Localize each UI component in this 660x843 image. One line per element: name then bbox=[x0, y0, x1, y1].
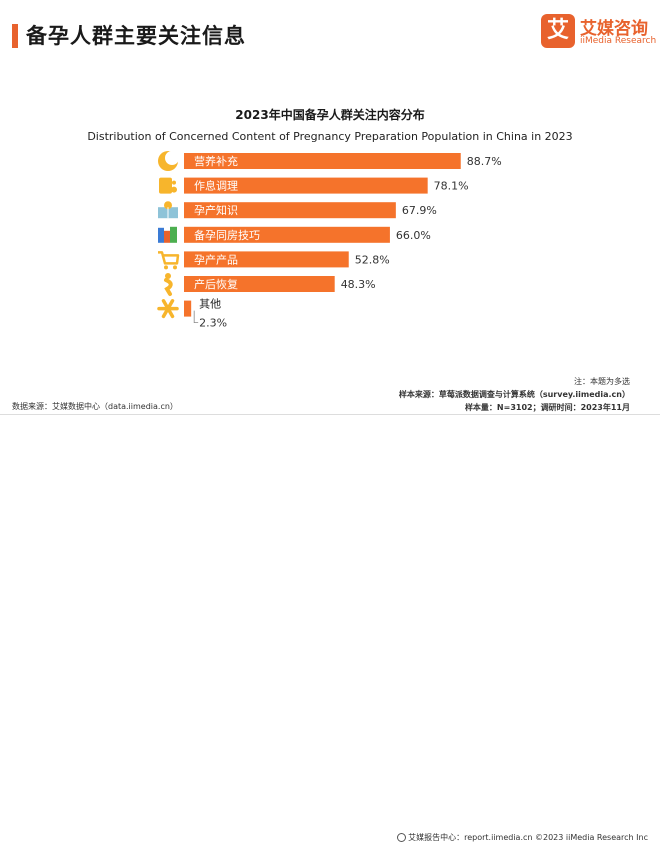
value-label: 67.9% bbox=[402, 204, 437, 217]
title-accent-bar bbox=[12, 24, 18, 48]
moon-food-icon bbox=[158, 151, 179, 171]
survey-note: 注：本题为多选 bbox=[574, 377, 630, 386]
value-label: 52.8% bbox=[355, 253, 390, 266]
report-center-icon bbox=[397, 833, 407, 842]
asterisk-icon bbox=[157, 299, 179, 319]
category-label: 其他 bbox=[199, 298, 221, 311]
footer: 艾媒报告中心：report.iimedia.cn ©2023 iiMedia R… bbox=[0, 415, 660, 842]
category-label: 作息调理 bbox=[194, 179, 238, 193]
category-label: 营养补充 bbox=[194, 154, 238, 168]
book-knowledge-icon bbox=[158, 201, 178, 219]
logo-name-en: iiMedia Research bbox=[580, 36, 657, 46]
footer-text-wrap: 艾媒报告中心：report.iimedia.cn ©2023 iiMedia R… bbox=[397, 832, 648, 843]
chart-subtitle: Distribution of Concerned Content of Pre… bbox=[87, 130, 573, 143]
logo[interactable]: 艾 艾媒咨询 iiMedia Research bbox=[541, 12, 657, 56]
footer-text: 艾媒报告中心：report.iimedia.cn ©2023 iiMedia R… bbox=[408, 833, 648, 842]
category-label: 产后恢复 bbox=[194, 277, 238, 291]
bar-2 bbox=[184, 177, 428, 194]
value-label: 78.1% bbox=[434, 180, 469, 193]
books-icon bbox=[158, 226, 177, 243]
bar-3 bbox=[184, 202, 396, 219]
label-connector bbox=[193, 310, 199, 323]
category-label: 孕产产品 bbox=[194, 252, 238, 266]
sample-source: 样本来源：草莓派数据调查与计算系统（survey.iimedia.cn） bbox=[398, 390, 630, 399]
value-label: 48.3% bbox=[341, 278, 376, 291]
logo-mark-icon: 艾 bbox=[541, 14, 575, 48]
category-label: 孕产知识 bbox=[194, 203, 238, 217]
value-label: 66.0% bbox=[396, 229, 431, 242]
logo-name-cn: 艾媒咨询 bbox=[580, 19, 648, 39]
value-label: 88.7% bbox=[467, 155, 502, 168]
chart-title: 2023年中国备孕人群关注内容分布 bbox=[235, 108, 425, 122]
bar-4 bbox=[184, 226, 390, 243]
category-label: 备孕同房技巧 bbox=[194, 228, 260, 242]
bar-7 bbox=[184, 300, 192, 317]
bar-6 bbox=[184, 276, 335, 292]
sample-size: 样本量：N=3102；调研时间：2023年11月 bbox=[464, 403, 630, 412]
bar-5 bbox=[184, 251, 349, 268]
bar-1 bbox=[184, 153, 461, 169]
data-source: 数据来源：艾媒数据中心（data.iimedia.cn） bbox=[12, 402, 178, 411]
bar-chart: 营养补充 88.7% 作息调理 78.1% 孕产知识 67.9% 备孕同房技巧 66.0% 孕产… bbox=[157, 151, 502, 330]
recovery-figure-icon bbox=[164, 273, 173, 296]
footer-divider bbox=[0, 414, 660, 415]
value-label: 2.3% bbox=[199, 317, 227, 330]
page-title: 备孕人群主要关注信息 bbox=[26, 24, 246, 48]
shopping-cart-icon bbox=[158, 251, 180, 270]
clock-schedule-icon bbox=[159, 177, 177, 194]
